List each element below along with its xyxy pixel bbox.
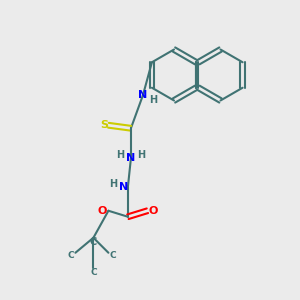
- Text: O: O: [149, 206, 158, 216]
- Text: C: C: [90, 268, 97, 277]
- Text: H: H: [149, 95, 158, 105]
- Text: H: H: [137, 150, 146, 160]
- Text: N: N: [126, 153, 136, 163]
- Text: N: N: [138, 90, 148, 100]
- Text: H: H: [109, 179, 117, 189]
- Text: H: H: [116, 150, 124, 160]
- Text: O: O: [98, 206, 107, 216]
- Text: N: N: [119, 182, 128, 192]
- Text: C: C: [110, 251, 116, 260]
- Text: S: S: [100, 120, 108, 130]
- Text: C: C: [68, 251, 74, 260]
- Text: C: C: [90, 237, 97, 247]
